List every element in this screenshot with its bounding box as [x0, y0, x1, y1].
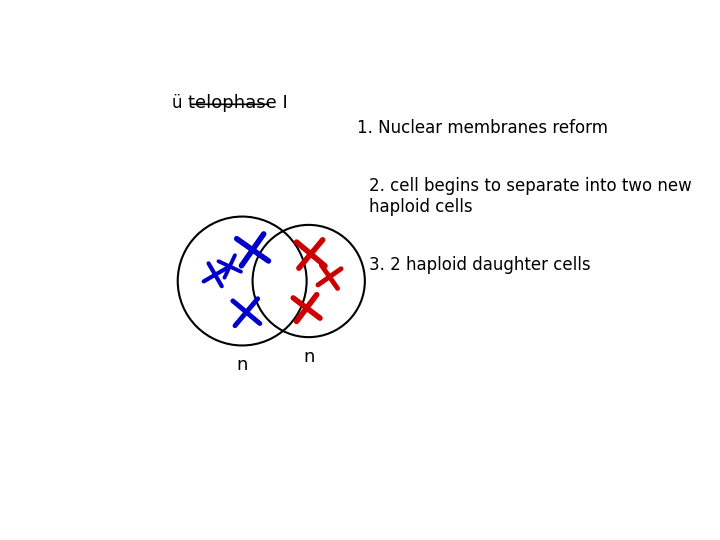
Text: n: n	[236, 356, 248, 374]
Text: 1. Nuclear membranes reform: 1. Nuclear membranes reform	[356, 119, 608, 137]
Text: 3. 2 haploid daughter cells: 3. 2 haploid daughter cells	[369, 256, 590, 274]
Text: n: n	[303, 348, 315, 366]
Text: ü: ü	[171, 94, 182, 112]
Text: telophase I: telophase I	[188, 94, 288, 112]
Text: 2. cell begins to separate into two new
haploid cells: 2. cell begins to separate into two new …	[369, 177, 692, 216]
